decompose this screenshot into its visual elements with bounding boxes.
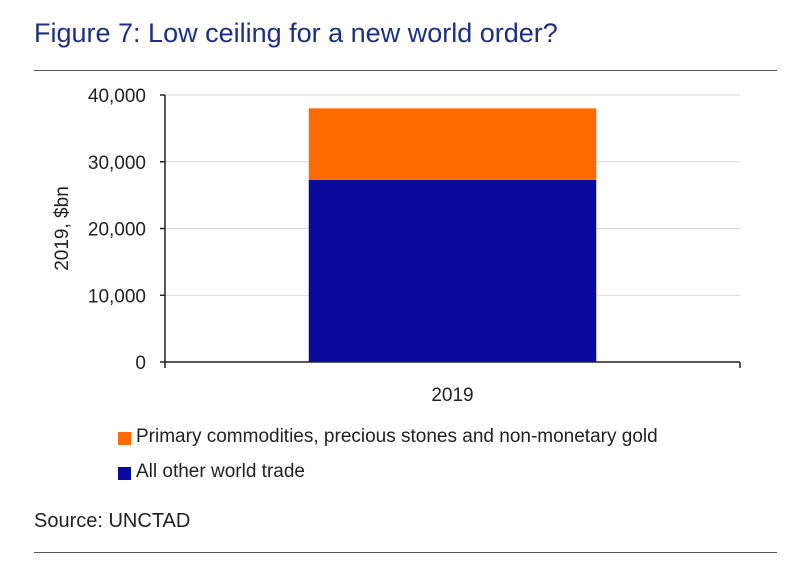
legend-label: Primary commodities, precious stones and…: [136, 426, 658, 447]
y-tick-label: 30,000: [88, 153, 146, 174]
legend-swatch: [118, 467, 131, 480]
stacked-bar-chart: 2019 0 10,000 20,000 30,000 40,000 2019, $bn: [52, 86, 741, 406]
bottom-divider: [34, 552, 777, 553]
y-tick-label: 0: [135, 353, 146, 374]
legend-label: All other world trade: [136, 461, 305, 482]
bar-segment-2: [308, 108, 597, 180]
bar-segment-1: [308, 179, 597, 362]
y-tick-label: 20,000: [88, 220, 146, 241]
y-tick-label: 40,000: [88, 86, 146, 107]
title-divider: [34, 70, 777, 71]
y-axis-label: 2019, $bn: [52, 186, 73, 271]
figure-title: Figure 7: Low ceiling for a new world or…: [34, 18, 558, 48]
source-note: Source: UNCTAD: [34, 510, 191, 532]
legend-swatch: [118, 432, 131, 445]
x-tick-label: 2019: [431, 385, 473, 406]
y-tick-label: 10,000: [88, 286, 146, 307]
